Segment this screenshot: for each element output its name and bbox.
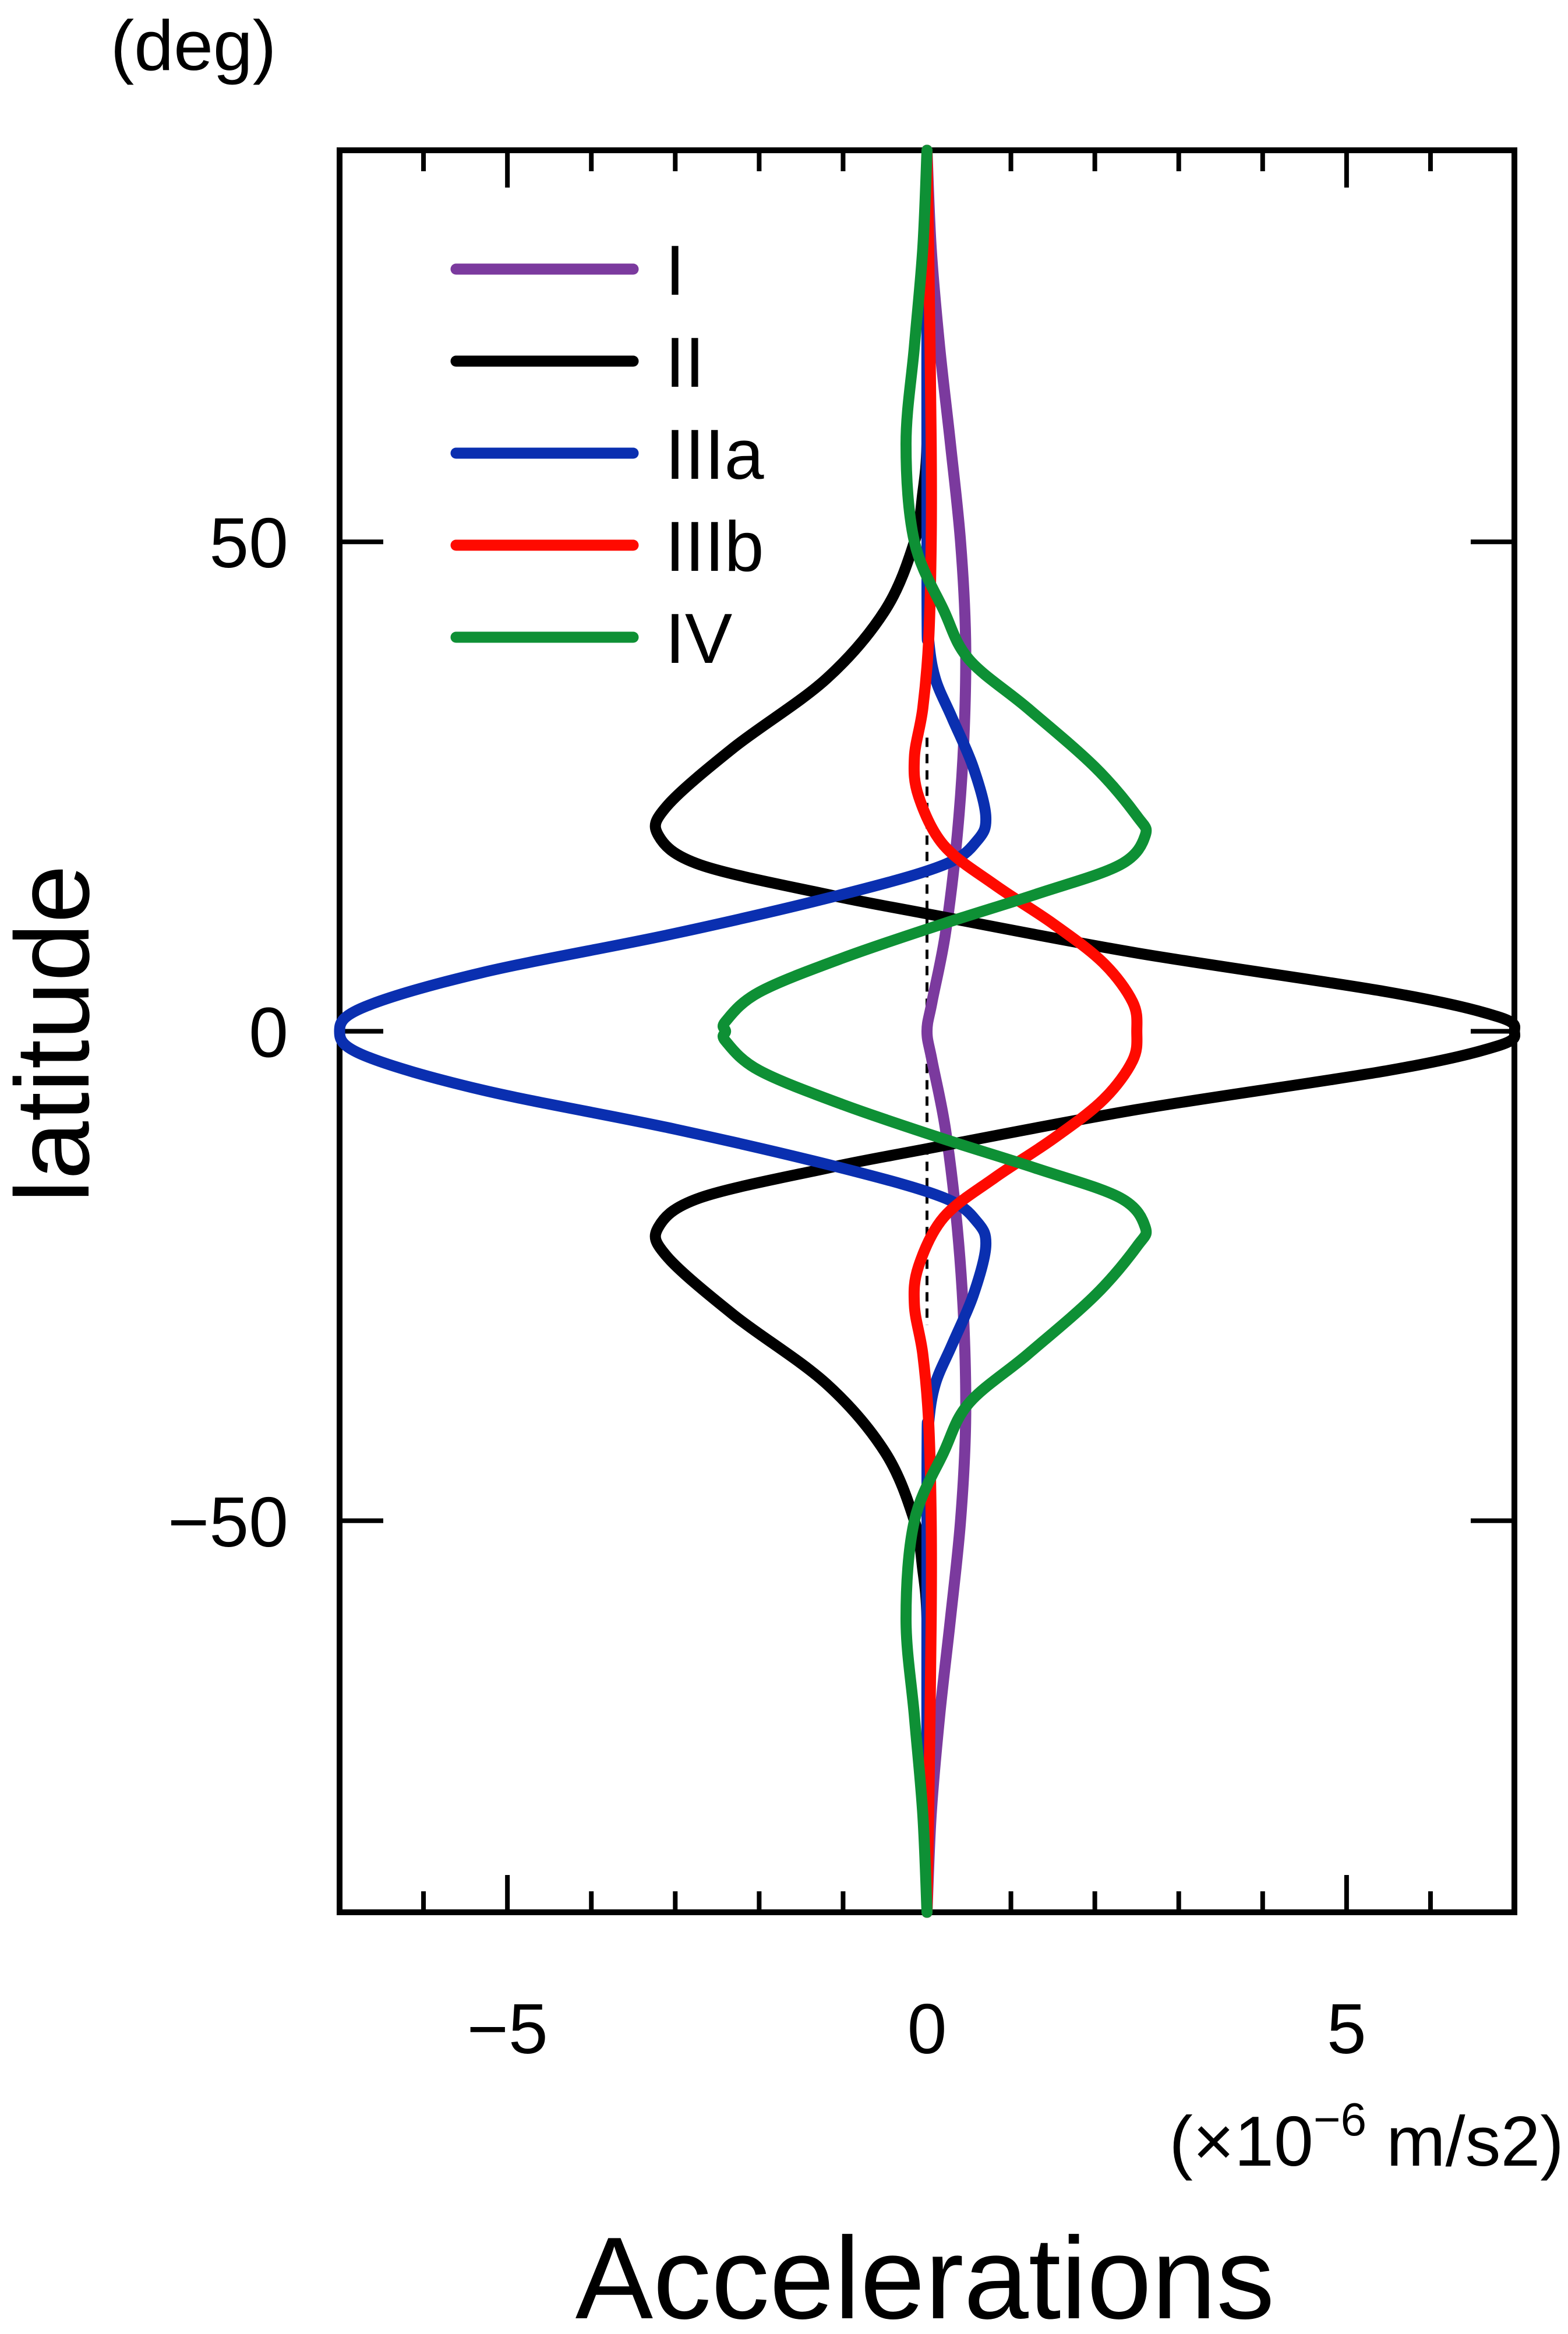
legend-label-ii: II xyxy=(665,323,705,402)
y-unit-label: (deg) xyxy=(111,6,277,85)
x-unit-exponent: −6 xyxy=(1313,2093,1366,2145)
x-unit-suffix: m/s2) xyxy=(1366,2102,1564,2181)
y-tick-label: 0 xyxy=(249,993,288,1072)
y-tick-label: −50 xyxy=(168,1482,288,1562)
x-tick-label: −5 xyxy=(467,1989,548,2068)
legend-label-iiib: IIIb xyxy=(665,507,764,586)
x-unit-prefix: (×10 xyxy=(1169,2102,1313,2181)
y-tick-label: 50 xyxy=(209,503,288,582)
legend-label-i: I xyxy=(665,231,685,310)
series-line-ii xyxy=(649,144,1521,1918)
x-tick-label: 0 xyxy=(907,1989,947,2068)
x-tick-label: 5 xyxy=(1327,1989,1366,2068)
legend-label-iiia: IIIa xyxy=(665,415,764,494)
series-line-iv xyxy=(718,144,1152,1918)
y-axis-title: latitude xyxy=(0,865,111,1203)
series-line-iiia xyxy=(334,144,992,1918)
series-line-i xyxy=(921,144,972,1918)
x-axis-title: Accelerations xyxy=(575,2213,1275,2331)
x-unit-label: (×10−6 m/s2) xyxy=(1169,2093,1564,2181)
series-lines xyxy=(334,144,1521,1918)
legend-label-iv: IV xyxy=(665,599,732,678)
